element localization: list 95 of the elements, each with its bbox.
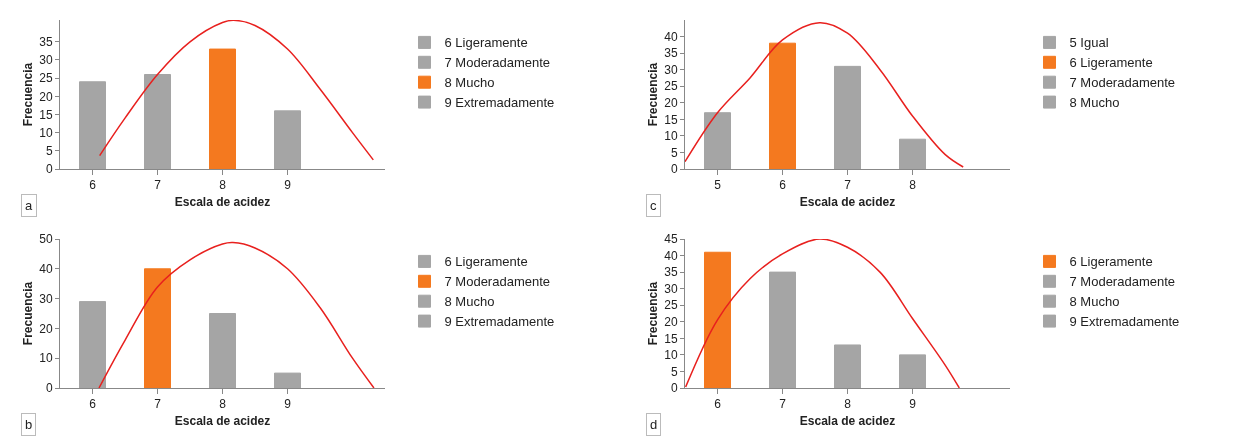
y-tick-label: 25 — [664, 298, 678, 313]
bar — [704, 112, 731, 169]
x-axis-title: Escala de acidez — [174, 195, 271, 210]
legend-label: 7 Moderadamente — [1069, 274, 1176, 290]
x-tick-label: 8 — [909, 178, 917, 193]
y-tick-label: 15 — [39, 107, 53, 122]
y-tick-label: 25 — [664, 79, 678, 94]
bar — [144, 74, 171, 169]
y-tick-label: 20 — [39, 89, 53, 104]
y-tick-label: 15 — [664, 112, 678, 127]
y-tick-label: 35 — [664, 46, 678, 61]
x-axis-title: Escala de acidez — [174, 414, 271, 429]
x-tick-label: 7 — [779, 397, 787, 412]
bar — [769, 271, 796, 388]
legend-label: 6 Ligeramente — [444, 254, 528, 270]
y-axis-title: Frecuencia — [645, 62, 660, 127]
y-tick-label: 0 — [45, 162, 53, 177]
y-tick-label: 30 — [39, 53, 53, 68]
y-tick-label: 0 — [670, 162, 678, 177]
bar — [79, 301, 106, 388]
y-tick-label: 45 — [664, 232, 678, 247]
y-tick-label: 10 — [664, 348, 678, 363]
x-axis-title: Escala de acidez — [799, 414, 896, 429]
y-tick-label: 5 — [670, 364, 678, 379]
y-tick-label: 30 — [39, 291, 53, 306]
y-tick-label: 20 — [39, 321, 53, 336]
legend-label: 9 Extremadamente — [444, 95, 555, 111]
line-series — [98, 20, 375, 161]
y-tick-label: 10 — [39, 351, 53, 366]
x-tick-label: 6 — [89, 397, 97, 412]
y-axis-title: Frecuencia — [20, 281, 35, 346]
y-tick-label: 30 — [664, 62, 678, 77]
text: d — [650, 417, 658, 432]
bar — [834, 65, 861, 169]
text: a — [25, 198, 33, 213]
y-tick-label: 10 — [39, 125, 53, 140]
y-tick-label: 30 — [664, 281, 678, 296]
bar — [79, 81, 106, 169]
y-tick-label: 0 — [670, 381, 678, 396]
y-tick-label: 5 — [670, 145, 678, 160]
y-tick-label: 25 — [39, 71, 53, 86]
bar — [209, 48, 236, 169]
x-tick-label: 9 — [909, 397, 917, 412]
legend-label: 7 Moderadamente — [444, 274, 551, 290]
y-tick-label: 35 — [39, 35, 53, 49]
y-tick-label: 5 — [45, 144, 53, 159]
x-tick-label: 5 — [714, 178, 722, 193]
legend-label: 7 Moderadamente — [1069, 75, 1176, 91]
bar — [144, 268, 171, 388]
x-axis-title: Escala de acidez — [799, 195, 896, 210]
x-tick-label: 9 — [284, 178, 292, 193]
bar — [274, 372, 301, 388]
y-tick-label: 15 — [664, 331, 678, 346]
bar — [899, 354, 926, 388]
y-tick-label: 50 — [39, 232, 53, 247]
x-tick-label: 8 — [219, 397, 227, 412]
text: c — [650, 198, 657, 213]
y-tick-label: 0 — [45, 381, 53, 396]
legend-label: 8 Mucho — [444, 294, 495, 310]
legend-label: 6 Ligeramente — [1069, 55, 1153, 71]
y-axis-title: Frecuencia — [20, 62, 35, 127]
y-axis-title: Frecuencia — [645, 281, 660, 346]
legend-label: 8 Mucho — [444, 75, 495, 91]
y-tick-label: 40 — [39, 262, 53, 276]
y-tick-label: 20 — [664, 95, 678, 110]
y-tick-label: 10 — [664, 129, 678, 144]
x-tick-label: 6 — [89, 178, 97, 193]
x-tick-label: 7 — [154, 178, 162, 193]
x-tick-label: 6 — [779, 178, 787, 193]
legend-label: 8 Mucho — [1069, 294, 1120, 310]
text: b — [25, 417, 33, 432]
x-tick-label: 8 — [844, 397, 852, 412]
bar — [704, 251, 731, 388]
x-tick-label: 7 — [154, 397, 162, 412]
y-tick-label: 35 — [664, 265, 678, 280]
y-tick-label: 40 — [664, 29, 678, 44]
legend-label: 6 Ligeramente — [1069, 254, 1153, 270]
line-series — [98, 241, 375, 388]
x-tick-label: 9 — [284, 397, 292, 412]
x-tick-label: 8 — [219, 178, 227, 193]
legend-label: 5 Igual — [1069, 35, 1109, 51]
bar — [209, 313, 236, 388]
legend-label: 6 Ligeramente — [444, 35, 528, 51]
y-tick-label: 40 — [664, 248, 678, 263]
legend-label: 7 Moderadamente — [444, 55, 551, 71]
legend-label: 9 Extremadamente — [1069, 314, 1180, 330]
x-tick-label: 6 — [714, 397, 722, 412]
bar — [834, 344, 861, 388]
y-tick-label: 20 — [664, 314, 678, 329]
bar — [274, 110, 301, 169]
bar — [899, 138, 926, 169]
legend-label: 8 Mucho — [1069, 95, 1120, 111]
bar — [769, 42, 796, 169]
legend-label: 9 Extremadamente — [444, 314, 555, 330]
x-tick-label: 7 — [844, 178, 852, 193]
